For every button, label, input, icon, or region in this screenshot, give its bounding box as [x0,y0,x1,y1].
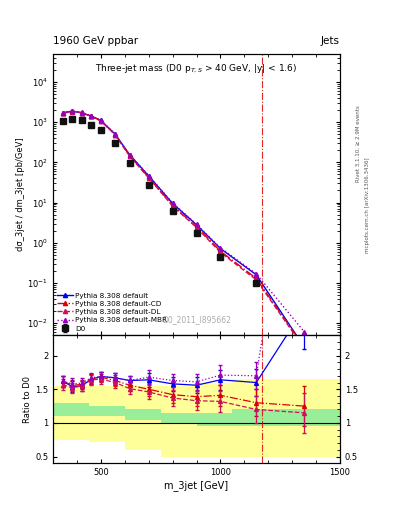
Y-axis label: Ratio to D0: Ratio to D0 [23,376,32,423]
Pythia 8.308 default-MBR [170,200,175,206]
Pythia 8.308 default-MBR [79,109,84,115]
Pythia 8.308 default-CD [60,110,65,116]
Pythia 8.308 default-DL [127,153,132,159]
Pythia 8.308 default [113,131,118,137]
Pythia 8.308 default [254,272,259,278]
Line: Pythia 8.308 default-DL: Pythia 8.308 default-DL [61,110,306,350]
Text: Rivet 3.1.10, ≥ 2.9M events: Rivet 3.1.10, ≥ 2.9M events [356,105,361,182]
Pythia 8.308 default-MBR [146,173,151,179]
Pythia 8.308 default [60,110,65,116]
Pythia 8.308 default [70,108,75,114]
Pythia 8.308 default [127,152,132,158]
Pythia 8.308 default-DL [302,345,307,351]
Pythia 8.308 default-MBR [60,110,65,116]
Pythia 8.308 default [146,173,151,179]
Pythia 8.308 default-MBR [89,113,94,119]
Pythia 8.308 default-CD [79,110,84,116]
Text: 1960 GeV ppbar: 1960 GeV ppbar [53,36,138,46]
Pythia 8.308 default-CD [302,344,307,350]
Pythia 8.308 default-DL [60,110,65,116]
Pythia 8.308 default [218,245,223,251]
Pythia 8.308 default-MBR [127,152,132,158]
Pythia 8.308 default [302,344,307,350]
Pythia 8.308 default-CD [99,118,103,124]
Pythia 8.308 default-CD [70,108,75,114]
Pythia 8.308 default-DL [70,109,75,115]
Pythia 8.308 default [194,222,199,228]
Pythia 8.308 default-CD [254,275,259,282]
Pythia 8.308 default-CD [89,113,94,119]
Pythia 8.308 default-CD [194,224,199,230]
Pythia 8.308 default-MBR [70,108,75,114]
Pythia 8.308 default-DL [146,175,151,181]
Pythia 8.308 default-DL [113,132,118,138]
Pythia 8.308 default-MBR [99,117,103,123]
Pythia 8.308 default-DL [254,277,259,283]
Pythia 8.308 default-DL [170,203,175,209]
Pythia 8.308 default-DL [218,249,223,255]
Line: Pythia 8.308 default-MBR: Pythia 8.308 default-MBR [61,109,306,334]
X-axis label: m_3jet [GeV]: m_3jet [GeV] [164,480,229,491]
Text: mcplots.cern.ch [arXiv:1306.3436]: mcplots.cern.ch [arXiv:1306.3436] [365,157,370,252]
Pythia 8.308 default [79,110,84,116]
Pythia 8.308 default-CD [218,248,223,254]
Pythia 8.308 default-CD [146,175,151,181]
Text: Jets: Jets [321,36,340,46]
Y-axis label: dσ_3jet / dm_3jet [pb/GeV]: dσ_3jet / dm_3jet [pb/GeV] [16,138,25,251]
Text: Three-jet mass (D0 p$_{T,S}$ > 40 GeV, |y| < 1.6): Three-jet mass (D0 p$_{T,S}$ > 40 GeV, |… [95,62,298,75]
Pythia 8.308 default-DL [99,118,103,124]
Legend: Pythia 8.308 default, Pythia 8.308 default-CD, Pythia 8.308 default-DL, Pythia 8: Pythia 8.308 default, Pythia 8.308 defau… [55,291,169,333]
Pythia 8.308 default-DL [194,224,199,230]
Line: Pythia 8.308 default: Pythia 8.308 default [61,109,306,349]
Line: Pythia 8.308 default-CD: Pythia 8.308 default-CD [61,109,306,349]
Pythia 8.308 default-DL [89,113,94,119]
Pythia 8.308 default-DL [79,110,84,116]
Pythia 8.308 default-MBR [218,245,223,251]
Pythia 8.308 default-MBR [113,131,118,137]
Pythia 8.308 default-MBR [302,329,307,335]
Pythia 8.308 default-CD [170,202,175,208]
Pythia 8.308 default-CD [113,132,118,138]
Pythia 8.308 default-MBR [194,221,199,227]
Pythia 8.308 default [170,200,175,206]
Pythia 8.308 default-CD [127,153,132,159]
Text: D0_2011_I895662: D0_2011_I895662 [162,315,231,324]
Pythia 8.308 default-MBR [254,271,259,277]
Pythia 8.308 default [99,117,103,123]
Pythia 8.308 default [89,113,94,119]
